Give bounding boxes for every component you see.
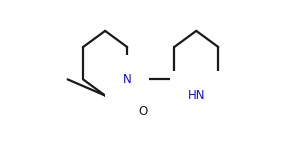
Text: HN: HN [187, 89, 205, 102]
Text: N: N [123, 73, 131, 86]
Text: O: O [138, 105, 147, 118]
